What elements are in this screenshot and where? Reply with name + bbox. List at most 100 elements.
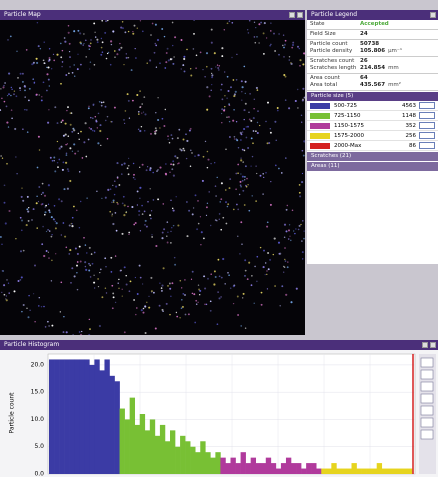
particle bbox=[118, 49, 120, 51]
particle bbox=[39, 94, 40, 95]
particle bbox=[281, 172, 283, 174]
particle bbox=[223, 109, 225, 111]
bar bbox=[392, 469, 397, 474]
particle bbox=[49, 85, 50, 86]
particle bbox=[139, 90, 141, 92]
particle bbox=[128, 165, 130, 167]
toolbar-buttons[interactable] bbox=[421, 358, 433, 439]
particle bbox=[10, 36, 12, 38]
particle bbox=[239, 253, 240, 254]
particle bbox=[65, 123, 67, 125]
particle bbox=[27, 211, 29, 213]
particle bbox=[302, 173, 303, 174]
particle bbox=[144, 305, 146, 307]
particle bbox=[248, 32, 250, 34]
particle bbox=[68, 135, 70, 137]
size-count: 256 bbox=[406, 133, 417, 139]
particle bbox=[190, 128, 192, 130]
particle bbox=[32, 78, 34, 80]
bar bbox=[357, 469, 362, 474]
button[interactable] bbox=[422, 342, 428, 348]
bar bbox=[382, 469, 387, 474]
stat-label: Particle density bbox=[310, 48, 360, 55]
bar bbox=[301, 469, 306, 474]
particle bbox=[176, 196, 177, 197]
particle bbox=[102, 51, 104, 53]
particle bbox=[249, 118, 251, 120]
particle bbox=[241, 99, 242, 100]
particle bbox=[124, 31, 126, 33]
particle bbox=[31, 219, 32, 220]
particle bbox=[247, 184, 248, 185]
particle bbox=[136, 307, 138, 309]
particle bbox=[241, 244, 242, 245]
particle bbox=[37, 22, 38, 23]
button[interactable] bbox=[297, 12, 303, 18]
button[interactable] bbox=[289, 12, 295, 18]
particle bbox=[285, 260, 286, 261]
particle bbox=[27, 131, 29, 133]
particle bbox=[299, 184, 301, 186]
particle bbox=[284, 236, 286, 238]
particle bbox=[137, 28, 138, 29]
particle bbox=[89, 319, 90, 320]
particle bbox=[255, 200, 256, 201]
particle bbox=[195, 194, 197, 196]
particle bbox=[133, 163, 134, 164]
particle bbox=[21, 219, 23, 221]
particle bbox=[155, 112, 156, 113]
particle bbox=[234, 138, 235, 139]
particle bbox=[90, 276, 92, 278]
size-range: 500-725 bbox=[334, 103, 402, 109]
particle bbox=[121, 164, 123, 166]
particle bbox=[51, 216, 53, 218]
button[interactable] bbox=[430, 342, 436, 348]
particle bbox=[300, 224, 301, 225]
particle bbox=[150, 34, 152, 36]
bar bbox=[99, 370, 104, 474]
meter bbox=[419, 142, 435, 149]
particle bbox=[24, 86, 26, 88]
particle bbox=[53, 157, 55, 159]
particle bbox=[116, 230, 118, 232]
particle bbox=[210, 163, 211, 164]
particle bbox=[126, 283, 128, 285]
particle-map bbox=[0, 20, 305, 335]
particle bbox=[76, 210, 77, 211]
particle bbox=[182, 306, 184, 308]
particle bbox=[8, 292, 9, 293]
bar bbox=[236, 463, 241, 474]
particle bbox=[42, 192, 44, 194]
size-row: 725-11501148 bbox=[307, 111, 438, 121]
particle bbox=[48, 209, 50, 211]
particle bbox=[139, 265, 141, 267]
particle bbox=[99, 130, 101, 132]
particle bbox=[20, 279, 22, 281]
particle bbox=[64, 37, 66, 39]
particle bbox=[233, 209, 235, 211]
particle bbox=[301, 122, 302, 123]
particle bbox=[251, 284, 253, 286]
particle bbox=[91, 253, 93, 255]
particle bbox=[155, 130, 157, 132]
particle bbox=[110, 64, 112, 66]
particle bbox=[162, 311, 164, 313]
particle bbox=[167, 285, 169, 287]
particle bbox=[95, 120, 97, 122]
particle bbox=[127, 206, 128, 207]
bar bbox=[372, 469, 377, 474]
button[interactable] bbox=[430, 12, 436, 18]
bar bbox=[311, 463, 316, 474]
particle bbox=[295, 100, 297, 102]
particle bbox=[148, 296, 149, 297]
particle bbox=[44, 42, 45, 43]
particle bbox=[95, 116, 96, 117]
particle bbox=[21, 196, 23, 198]
particle bbox=[218, 297, 220, 299]
particle bbox=[202, 69, 203, 70]
particle bbox=[176, 316, 178, 318]
stat-unit: mm² bbox=[388, 82, 401, 89]
particle bbox=[260, 22, 262, 24]
stat-value: Accepted bbox=[360, 21, 389, 28]
particle bbox=[303, 230, 304, 231]
